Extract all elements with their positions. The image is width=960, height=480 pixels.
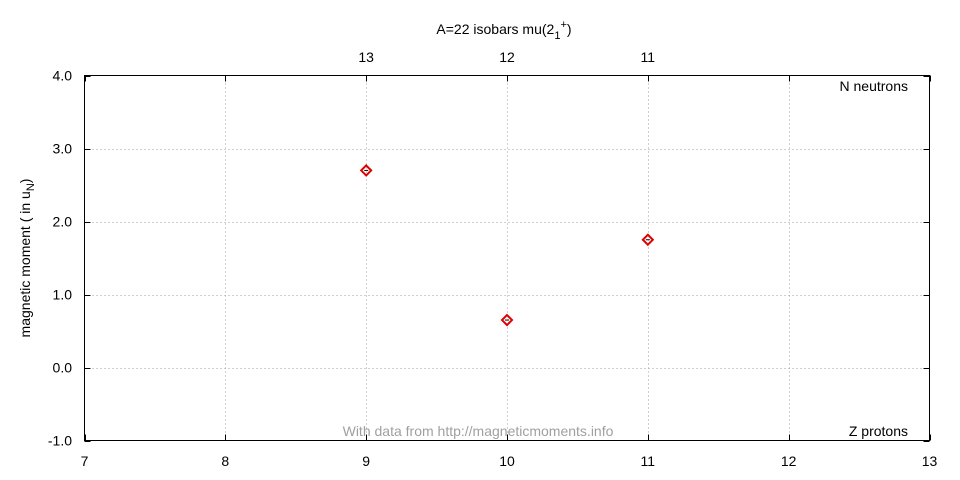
x-tick-label: 12 xyxy=(781,453,797,469)
point-marker xyxy=(641,233,655,247)
y-tick-label: 0.0 xyxy=(53,360,73,376)
point-marker xyxy=(359,163,373,177)
axis-ticks xyxy=(84,75,931,442)
x-axis-label: Z protons xyxy=(849,423,908,439)
chart-title: A=22 isobars mu(21+) xyxy=(436,19,571,42)
plot-frame xyxy=(84,75,930,441)
y-tick-label: 4.0 xyxy=(53,68,73,84)
y-tick-label: 1.0 xyxy=(53,287,73,303)
x-tick-label: 10 xyxy=(499,453,515,469)
x-tick-label: 9 xyxy=(362,453,370,469)
y-axis-label: magnetic moment ( in uN) xyxy=(17,179,37,338)
watermark-text: With data from http://magneticmoments.in… xyxy=(343,423,614,439)
data-point xyxy=(500,313,514,327)
x2-tick-label: 13 xyxy=(358,49,374,65)
grid-lines xyxy=(84,75,930,441)
x-tick-label: 8 xyxy=(221,453,229,469)
data-point xyxy=(641,233,655,247)
y-tick-label: -1.0 xyxy=(48,433,72,449)
x-tick-label: 11 xyxy=(641,453,656,469)
x2-tick-label: 11 xyxy=(641,49,656,65)
x2-axis-label: N neutrons xyxy=(840,78,908,94)
point-marker xyxy=(500,313,514,327)
y-tick-label: 3.0 xyxy=(53,141,73,157)
data-points xyxy=(359,163,655,327)
data-point xyxy=(359,163,373,177)
x2-tick-label: 12 xyxy=(499,49,515,65)
x-tick-label: 13 xyxy=(922,453,938,469)
tick-labels: 7 8 9 10 11 12 13 -1.0 0.0 1.0 2.0 3.0 4.0 13 12 11 xyxy=(48,49,938,469)
y-tick-label: 2.0 xyxy=(53,214,73,230)
x-tick-label: 7 xyxy=(81,453,89,469)
